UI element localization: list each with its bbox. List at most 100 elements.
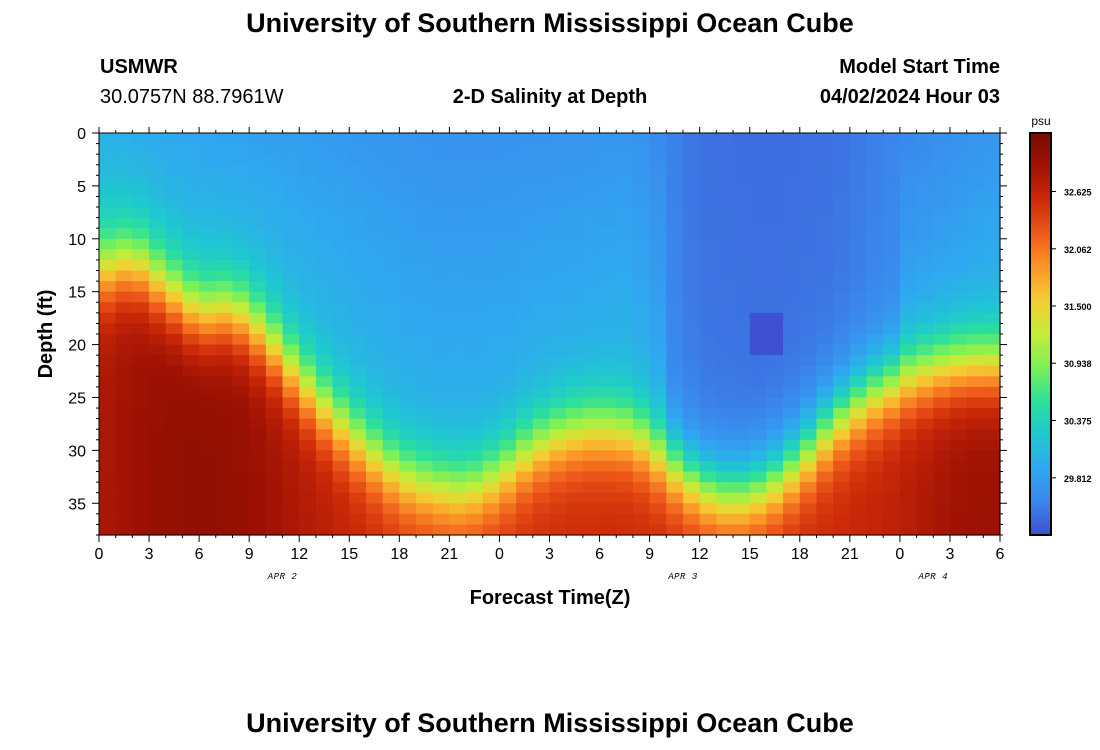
heatmap-cell	[699, 238, 717, 250]
heatmap-cell	[499, 408, 517, 420]
heatmap-cell	[649, 196, 667, 208]
heatmap-cell	[733, 408, 751, 420]
heatmap-cell	[365, 164, 384, 176]
heatmap-cell	[115, 503, 133, 515]
heatmap-cell	[549, 281, 567, 293]
heatmap-cell	[599, 408, 617, 420]
heatmap-cell	[983, 302, 1001, 314]
heatmap-cell	[399, 460, 417, 473]
heatmap-cell	[716, 439, 734, 451]
heatmap-cell	[582, 164, 601, 176]
heatmap-cell	[466, 228, 484, 240]
heatmap-cell	[749, 302, 768, 314]
heatmap-cell	[749, 175, 768, 187]
heatmap-cell	[232, 164, 250, 176]
heatmap-cell	[332, 344, 350, 356]
heatmap-cell	[115, 281, 133, 293]
heatmap-cell	[132, 376, 150, 388]
heatmap-cell	[232, 492, 250, 504]
heatmap-cell	[482, 450, 501, 462]
heatmap-cell	[232, 207, 250, 219]
heatmap-cell	[449, 334, 467, 346]
heatmap-cell	[432, 312, 450, 325]
heatmap-cell	[833, 376, 851, 388]
heatmap-cell	[315, 196, 334, 208]
heatmap-cell	[332, 397, 350, 409]
heatmap-cell	[883, 503, 901, 515]
heatmap-cell	[99, 524, 117, 536]
heatmap-cell	[699, 386, 717, 399]
heatmap-cell	[749, 259, 768, 272]
heatmap-cell	[416, 439, 434, 451]
heatmap-cell	[516, 238, 534, 250]
heatmap-cell	[215, 281, 234, 293]
x-tick-label: 0	[95, 546, 104, 563]
heatmap-cell	[332, 334, 350, 346]
heatmap-cell	[115, 249, 133, 261]
heatmap-cell	[232, 259, 250, 272]
heatmap-cell	[349, 207, 367, 219]
heatmap-cell	[466, 450, 484, 462]
x-tick-label: 0	[895, 546, 904, 563]
heatmap-cell	[783, 185, 801, 198]
heatmap-cell	[549, 355, 567, 367]
heatmap-cell	[799, 312, 818, 325]
heatmap-cell	[716, 482, 734, 494]
heatmap-cell	[766, 376, 784, 388]
heatmap-cell	[649, 207, 667, 219]
heatmap-cell	[549, 312, 567, 325]
heatmap-cell	[282, 143, 300, 155]
heatmap-cell	[382, 418, 400, 430]
heatmap-cell	[799, 259, 818, 272]
heatmap-cell	[849, 460, 868, 473]
heatmap-cell	[766, 365, 784, 377]
heatmap-cell	[232, 249, 250, 261]
heatmap-cell	[632, 365, 651, 377]
heatmap-cell	[349, 154, 367, 166]
heatmap-cell	[866, 429, 884, 441]
heatmap-cell	[165, 164, 184, 176]
heatmap-cell	[749, 397, 768, 409]
heatmap-cell	[532, 133, 551, 145]
heatmap-cell	[399, 270, 417, 282]
heatmap-cell	[799, 460, 818, 473]
heatmap-cell	[232, 291, 250, 303]
heatmap-cell	[916, 376, 934, 388]
heatmap-cell	[532, 217, 551, 229]
heatmap-cell	[215, 513, 234, 526]
heatmap-cell	[516, 302, 534, 314]
heatmap-cell	[115, 133, 133, 145]
heatmap-cell	[382, 524, 400, 536]
heatmap-cell	[182, 207, 200, 219]
heatmap-cell	[199, 365, 217, 377]
heatmap-cell	[632, 460, 651, 473]
heatmap-cell	[466, 355, 484, 367]
heatmap-cell	[399, 355, 417, 367]
heatmap-cell	[265, 492, 284, 504]
heatmap-cell	[482, 397, 501, 409]
heatmap-cell	[582, 471, 601, 483]
heatmap-cell	[682, 217, 701, 229]
heatmap-cell	[232, 365, 250, 377]
heatmap-cell	[466, 344, 484, 356]
heatmap-cell	[165, 196, 184, 208]
heatmap-cell	[382, 228, 400, 240]
heatmap-cell	[866, 164, 884, 176]
heatmap-cell	[199, 154, 217, 166]
heatmap-cell	[749, 249, 768, 261]
heatmap-cell	[99, 408, 117, 420]
heatmap-cell	[966, 143, 984, 155]
heatmap-cell	[365, 323, 384, 335]
heatmap-cell	[516, 450, 534, 462]
heatmap-cell	[399, 164, 417, 176]
heatmap-cell	[365, 376, 384, 388]
heatmap-cell	[716, 270, 734, 282]
heatmap-cell	[149, 386, 167, 399]
heatmap-cell	[282, 386, 300, 399]
heatmap-cell	[682, 207, 701, 219]
heatmap-cell	[899, 217, 918, 229]
heatmap-cell	[816, 133, 834, 145]
heatmap-cell	[866, 249, 884, 261]
heatmap-cell	[449, 524, 467, 536]
